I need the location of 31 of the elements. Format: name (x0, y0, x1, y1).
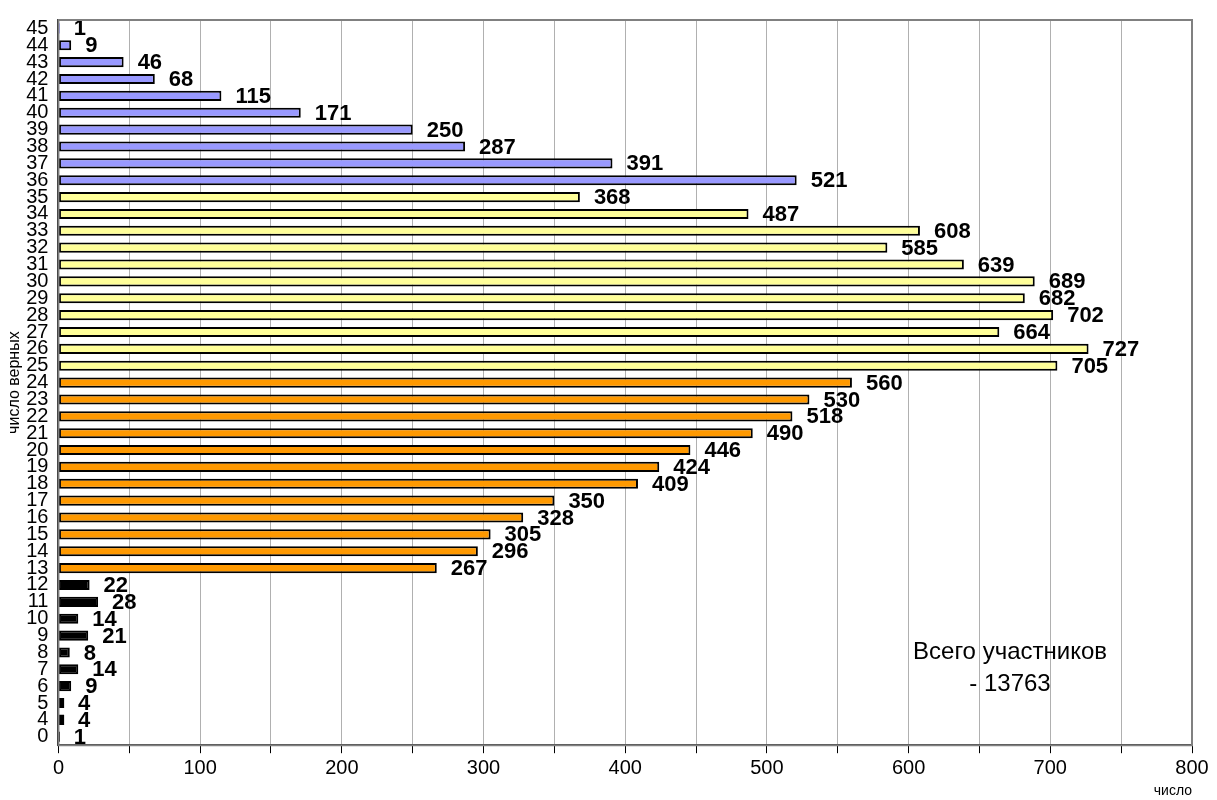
data-label: 560 (865, 369, 903, 395)
annotation: Всего участников - 13763 (913, 636, 1107, 699)
x-tick-label: 200 (325, 755, 359, 778)
x-axis-title: число (1153, 782, 1193, 799)
data-label: 287 (479, 133, 516, 159)
data-label: 267 (450, 555, 488, 581)
data-label: 490 (766, 420, 804, 446)
data-label: 9 (85, 32, 98, 58)
y-tick-label: 38 (26, 134, 49, 156)
y-tick-label: 45 (26, 15, 49, 38)
data-label: 171 (314, 99, 352, 125)
x-tick-label: 0 (52, 755, 65, 778)
x-tick-label: 700 (1033, 755, 1067, 778)
x-tick-label: 100 (183, 755, 217, 778)
x-tick-label: 600 (891, 755, 926, 778)
x-tick-label: 400 (608, 755, 642, 778)
x-tick-label: 500 (750, 755, 784, 778)
data-label: 250 (426, 116, 464, 142)
data-label: 664 (1013, 319, 1051, 345)
data-label: 68 (168, 66, 194, 92)
y-tick-label: 0 (37, 724, 49, 747)
x-tick-label: 300 (466, 755, 501, 778)
data-label: 391 (626, 150, 664, 176)
data-label: 639 (977, 251, 1015, 277)
data-label: 521 (810, 167, 848, 193)
data-label: 46 (137, 49, 163, 75)
x-tick-label: 800 (1175, 755, 1209, 778)
y-axis-title: число верных (5, 331, 23, 434)
data-label: 368 (593, 184, 631, 210)
data-label: 487 (762, 201, 800, 227)
data-label: 115 (235, 82, 271, 108)
